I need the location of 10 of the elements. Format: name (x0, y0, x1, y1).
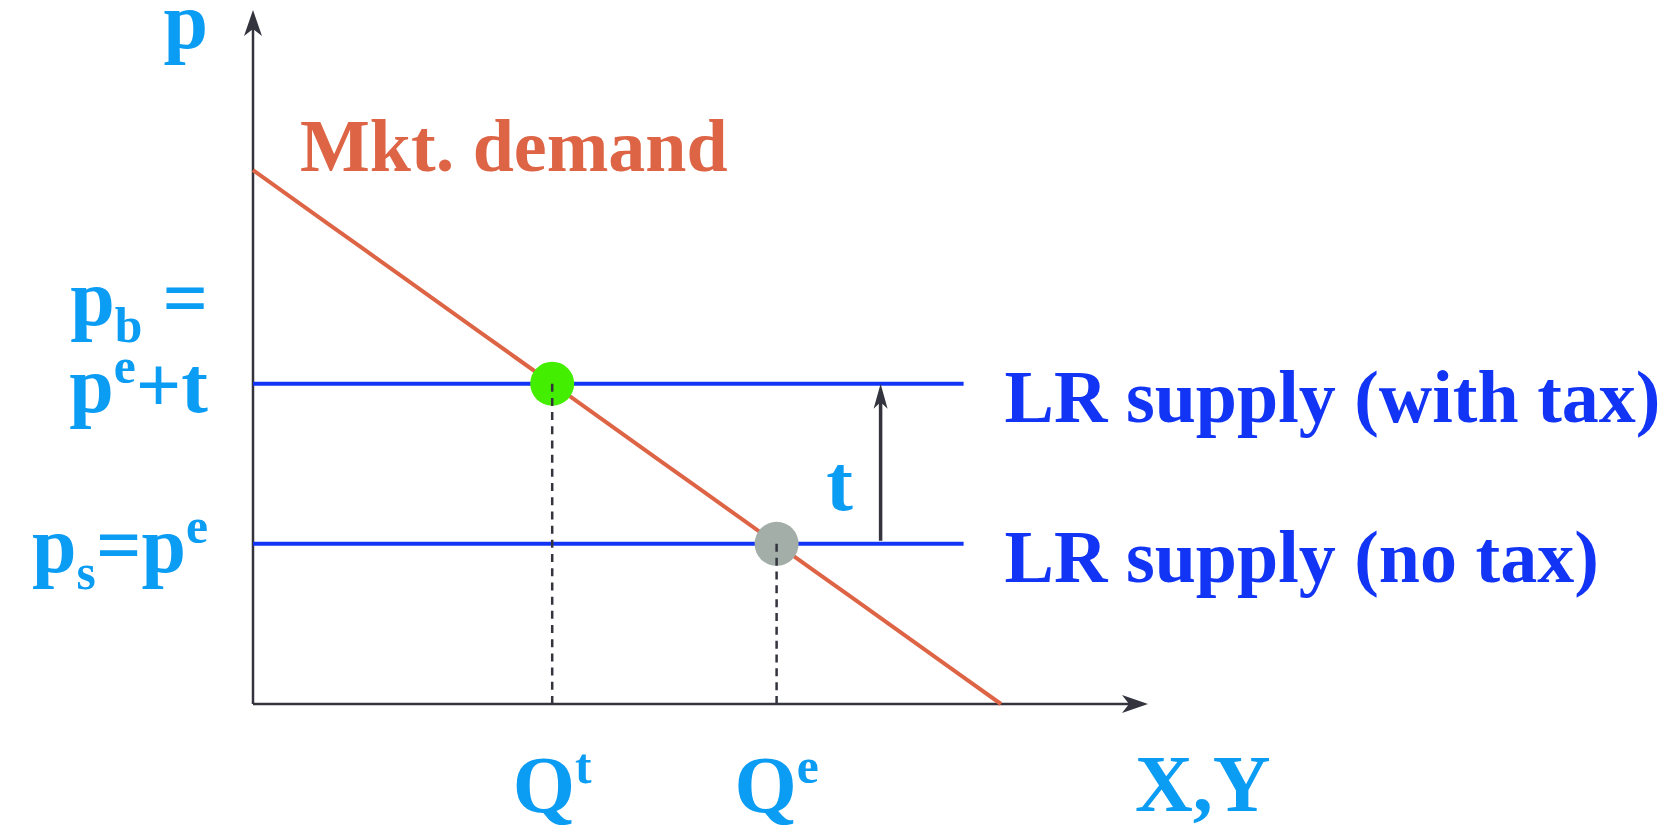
x-tick-label: Q$^{t}$ (512, 739, 593, 829)
series-label: LR supply (with tax) (1004, 355, 1661, 438)
text: p$_{s}$=p$^{e}$ (32, 499, 208, 601)
x-tick-label: Q$^{e}$ (734, 739, 819, 829)
x-axis-title: X,Y (1135, 740, 1271, 828)
annotation: t (826, 438, 854, 527)
text: p$_{b}$ = p$^{e}$+t (69, 253, 209, 429)
series-label: LR supply (no tax) (1004, 515, 1599, 598)
series-label: Mkt. demand (300, 105, 728, 188)
y-axis-title: p (163, 0, 208, 65)
